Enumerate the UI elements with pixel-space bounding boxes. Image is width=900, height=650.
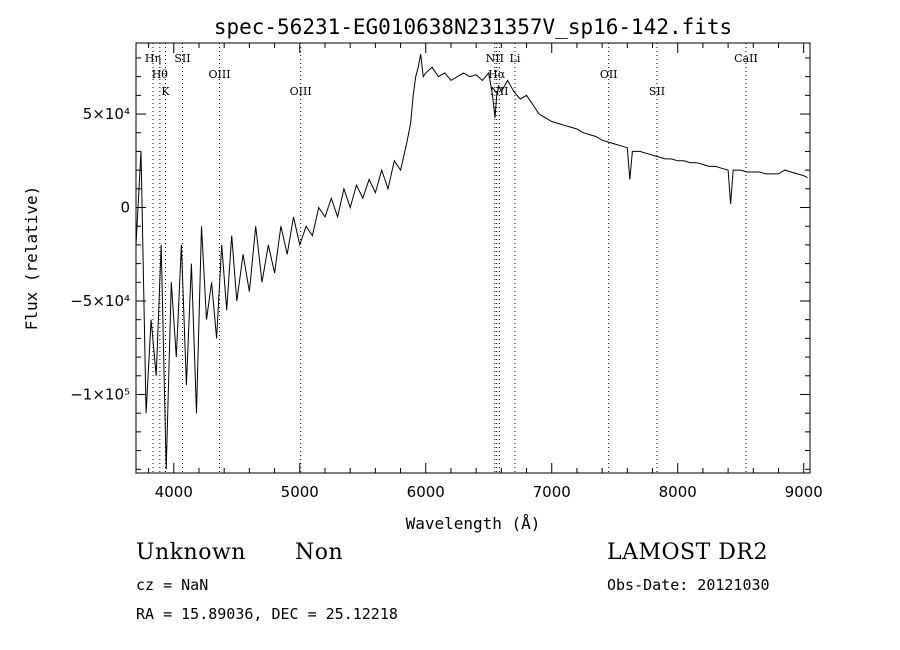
line-marker-label: NII: [486, 52, 504, 65]
spectrum-line: [135, 54, 808, 470]
line-marker-label: OIII: [290, 85, 312, 98]
plot-frame: [135, 42, 811, 474]
y-tick-label: −1×10⁵: [70, 385, 130, 403]
survey-label: LAMOST DR2: [607, 540, 768, 565]
line-marker-label: Li: [510, 52, 521, 65]
x-tick-label: 6000: [407, 483, 445, 501]
line-marker-label: SII: [649, 85, 665, 98]
x-axis-label: Wavelength (Å): [406, 514, 541, 533]
x-tick-label: 5000: [281, 483, 319, 501]
chart-title: spec-56231-EG010638N231357V_sp16-142.fit…: [214, 15, 732, 39]
emission-line-markers: Hη Hθ K SII OIII OIII NII Hα NII Li OII SII CaII: [145, 43, 758, 473]
x-tick-label: 4000: [155, 483, 193, 501]
x-tick-label: 8000: [659, 483, 697, 501]
cz-label: cz = NaN: [136, 576, 209, 594]
y-tick-label: −5×10⁴: [70, 292, 130, 310]
line-marker-label: SII: [174, 52, 190, 65]
obs-date-label: Obs-Date: 20121030: [607, 576, 770, 594]
radec-label: RA = 15.89036, DEC = 25.12218: [136, 605, 398, 623]
axis-ticks: 4000 5000 6000 7000 8000 9000 5×10⁴ 0 −5×10⁴ −1×1…: [70, 43, 823, 501]
y-axis-label: Flux (relative): [22, 186, 41, 331]
y-tick-label: 0: [120, 199, 130, 217]
line-marker-label: Hθ: [152, 68, 169, 81]
line-marker-label: Hα: [488, 68, 506, 81]
y-tick-label: 5×10⁴: [83, 105, 130, 123]
line-marker-label: OIII: [208, 68, 230, 81]
x-tick-label: 7000: [533, 483, 571, 501]
line-marker-label: Hη: [145, 52, 161, 65]
line-marker-label: OII: [600, 68, 618, 81]
class-label: Unknown: [136, 540, 246, 565]
line-marker-label: NII: [490, 85, 508, 98]
line-marker-label: K: [161, 85, 170, 98]
line-marker-label: CaII: [734, 52, 758, 65]
x-tick-label: 9000: [785, 483, 823, 501]
subclass-label: Non: [295, 540, 344, 565]
